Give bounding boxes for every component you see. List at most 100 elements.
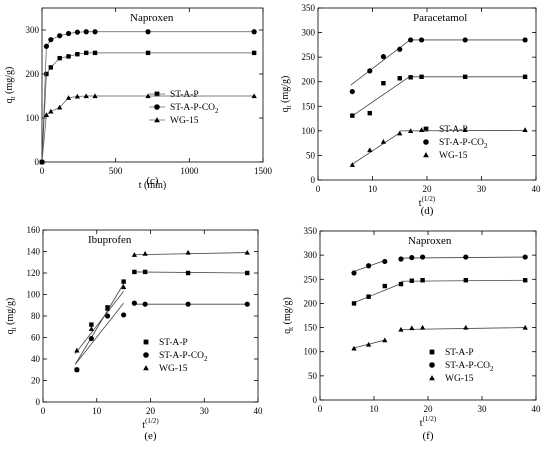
data-point: [522, 37, 528, 43]
data-point: [251, 50, 257, 56]
data-point: [145, 93, 151, 99]
x-tick-label: 20: [424, 404, 434, 414]
data-point: [382, 283, 387, 289]
legend-entry: ST-A-P: [143, 338, 188, 348]
data-point: [367, 68, 373, 74]
data-point: [65, 30, 72, 37]
y-axis-label-sub: t: [9, 96, 17, 98]
chart-title: Naproxen: [408, 235, 452, 247]
y-tick-label: 100: [26, 113, 40, 123]
legend-label-main: WG-15: [159, 364, 188, 374]
legend-label: WG-15: [170, 116, 199, 126]
y-tick-label: 140: [27, 247, 41, 257]
y-axis-label-unit: (mg/g): [4, 67, 15, 97]
legend-marker: [423, 126, 429, 132]
fit-line: [400, 279, 526, 282]
legend-label: WG-15: [445, 374, 474, 384]
data-point: [65, 95, 72, 100]
x-tick-label: 40: [532, 404, 542, 414]
y-axis-label: qt (mg/g): [5, 298, 18, 335]
legend-marker: [154, 104, 160, 110]
y-axis-label-main: q: [282, 329, 293, 334]
legend-entry: WG-15: [423, 151, 468, 161]
y-tick-label: 50: [308, 371, 318, 381]
legend-marker: [143, 339, 149, 345]
data-point: [397, 76, 402, 81]
data-point: [408, 37, 414, 43]
fit-line: [400, 256, 526, 259]
series-3: [39, 93, 257, 165]
y-tick-label: 0: [35, 157, 40, 167]
x-tick-label: 20: [423, 184, 433, 194]
legend-label-main: ST-A-P: [170, 90, 199, 100]
y-tick-label: 100: [304, 347, 318, 357]
y-tick-label: 300: [26, 25, 40, 35]
data-point: [408, 128, 414, 133]
data-point: [366, 294, 371, 299]
legend-label-sub: 2: [215, 107, 219, 115]
data-point: [351, 301, 357, 306]
chart-panel-1: 0 500 1000 1500 0 100 200 300 Naproxen t (min) qt …: [4, 7, 273, 191]
fit-line: [74, 283, 124, 365]
y-tick-label: 100: [27, 290, 41, 300]
data-point: [43, 43, 50, 49]
legend-marker: [429, 375, 435, 381]
series-line: [41, 95, 255, 163]
y-axis-label-main: q: [280, 107, 291, 112]
data-point: [48, 37, 54, 43]
series-2: [351, 254, 528, 276]
y-tick-label: 100: [302, 126, 316, 136]
data-point: [83, 29, 89, 35]
x-tick-label: 0: [318, 404, 323, 414]
series-2: [39, 29, 257, 165]
data-point: [66, 54, 71, 59]
data-point: [57, 55, 62, 61]
x-tick-label: 0: [40, 166, 45, 176]
legend-label-main: WG-15: [170, 116, 199, 126]
data-point: [419, 324, 426, 330]
data-point: [351, 270, 357, 276]
data-point: [131, 300, 137, 306]
y-tick-label: 200: [304, 298, 318, 308]
data-point: [419, 74, 424, 79]
x-tick-label: 10: [92, 406, 102, 416]
data-point: [409, 325, 415, 331]
data-point: [145, 29, 151, 35]
data-point: [398, 281, 404, 287]
x-tick-label: 30: [477, 184, 487, 194]
data-point: [74, 29, 80, 35]
legend-label-sub: 2: [484, 142, 488, 150]
legend-label: ST-A-P: [445, 348, 474, 358]
y-tick-label: 350: [304, 226, 318, 236]
data-point: [142, 301, 148, 307]
data-point: [88, 335, 94, 342]
data-point: [244, 249, 250, 255]
y-axis-label: qt (mg/g): [280, 76, 293, 113]
x-tick-label: 20: [146, 406, 156, 416]
data-point: [251, 29, 257, 35]
x-axis-label-main: t (min): [139, 180, 167, 191]
panel-label: (f): [423, 430, 434, 442]
chart-title: Ibuprofen: [88, 234, 132, 246]
legend-label-main: ST-A-P-CO: [445, 361, 490, 371]
series-3: [349, 127, 528, 167]
series-1: [350, 74, 528, 118]
data-point: [48, 108, 54, 114]
x-tick-label: 0: [316, 184, 321, 194]
data-point: [84, 50, 89, 56]
legend-marker: [429, 362, 435, 368]
y-axis-label-sub: t: [10, 327, 18, 329]
y-axis-label-sub: t: [287, 327, 295, 329]
data-point: [145, 50, 151, 56]
data-point: [57, 33, 63, 39]
data-point: [92, 50, 98, 56]
data-point: [349, 88, 355, 95]
data-point: [92, 29, 98, 35]
data-point: [381, 80, 386, 86]
y-tick-label: 200: [26, 69, 40, 79]
data-point: [522, 254, 528, 260]
y-axis-label: qt (mg/g): [282, 297, 295, 334]
legend-label: WG-15: [159, 364, 188, 374]
x-tick-label: 10: [368, 184, 378, 194]
x-tick-label: 30: [200, 406, 210, 416]
